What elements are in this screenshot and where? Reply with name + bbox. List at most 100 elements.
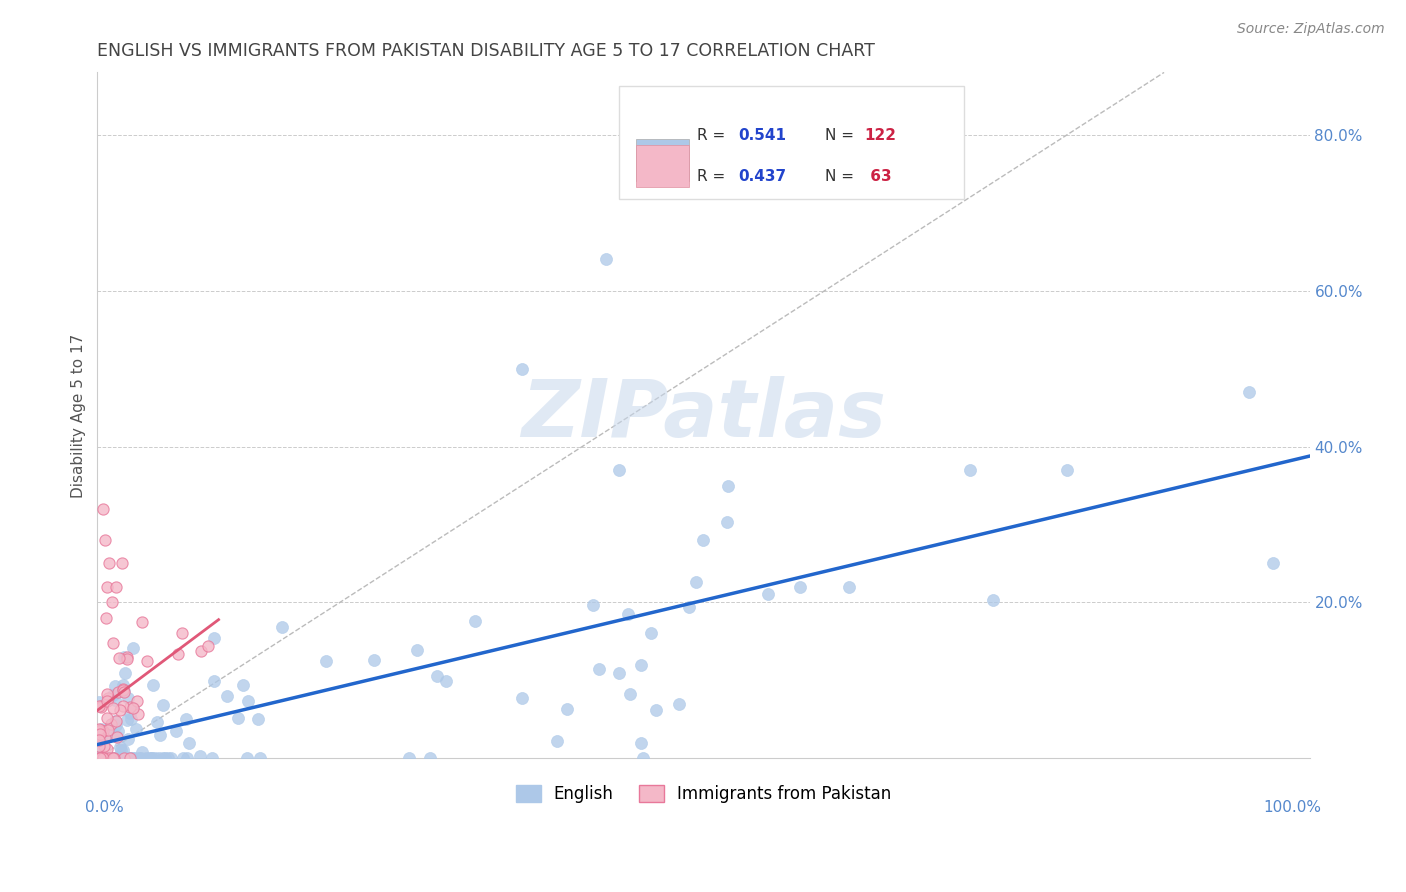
Point xyxy=(226,711,249,725)
Point xyxy=(152,750,174,764)
Point xyxy=(97,691,120,706)
Point xyxy=(98,750,121,764)
Point xyxy=(127,707,149,722)
Point xyxy=(128,750,150,764)
Point xyxy=(127,693,149,707)
Point xyxy=(115,650,138,665)
Text: 0.541: 0.541 xyxy=(738,128,786,143)
Point xyxy=(87,699,110,714)
Point xyxy=(117,690,139,705)
Point xyxy=(153,750,176,764)
Point xyxy=(165,723,187,738)
Point xyxy=(104,693,127,707)
Point xyxy=(111,699,134,714)
Point xyxy=(112,678,135,692)
Point xyxy=(101,700,124,714)
Point xyxy=(93,533,115,547)
Point xyxy=(114,665,136,680)
Point xyxy=(118,750,141,764)
Point xyxy=(510,361,533,376)
Point xyxy=(91,723,114,738)
Text: ENGLISH VS IMMIGRANTS FROM PAKISTAN DISABILITY AGE 5 TO 17 CORRELATION CHART: ENGLISH VS IMMIGRANTS FROM PAKISTAN DISA… xyxy=(97,42,875,60)
Text: 0.437: 0.437 xyxy=(738,169,787,184)
Point xyxy=(103,636,125,650)
Point xyxy=(122,700,145,714)
Point xyxy=(120,712,142,726)
Point xyxy=(138,750,160,764)
Point xyxy=(104,679,127,693)
Point xyxy=(120,750,142,764)
Point xyxy=(90,731,112,746)
Point xyxy=(315,654,337,668)
Point xyxy=(131,745,153,759)
Text: R =: R = xyxy=(697,128,731,143)
Point xyxy=(406,643,429,657)
Point xyxy=(105,729,128,743)
Point xyxy=(148,750,170,764)
Point xyxy=(118,706,141,721)
Text: Source: ZipAtlas.com: Source: ZipAtlas.com xyxy=(1237,22,1385,37)
Point xyxy=(87,739,110,753)
Text: ZIPatlas: ZIPatlas xyxy=(522,376,886,454)
Point xyxy=(103,750,125,764)
Point xyxy=(110,743,132,757)
Point xyxy=(685,574,707,589)
Point xyxy=(104,580,127,594)
Point xyxy=(93,750,115,764)
Point xyxy=(419,750,441,764)
Point xyxy=(87,723,110,737)
Point xyxy=(588,662,610,676)
Point xyxy=(87,750,110,764)
Point xyxy=(108,750,131,764)
Point xyxy=(97,750,120,764)
Point xyxy=(1237,384,1260,399)
Point xyxy=(104,714,127,728)
Point xyxy=(93,750,115,764)
Point xyxy=(668,697,690,711)
Point xyxy=(115,750,138,764)
Point xyxy=(108,650,131,665)
Point xyxy=(94,731,117,746)
Text: R =: R = xyxy=(697,169,731,184)
Point xyxy=(236,750,259,764)
Text: 0.0%: 0.0% xyxy=(86,799,124,814)
Point xyxy=(96,711,118,725)
Point xyxy=(90,723,112,737)
Point xyxy=(87,732,110,747)
Point xyxy=(595,252,617,267)
Point xyxy=(124,750,146,764)
Text: 100.0%: 100.0% xyxy=(1264,799,1322,814)
Point xyxy=(616,607,638,621)
Point xyxy=(96,750,118,764)
Point xyxy=(1263,557,1285,571)
Point xyxy=(117,731,139,746)
Point xyxy=(90,699,112,714)
Point xyxy=(172,750,194,764)
Point xyxy=(96,694,118,708)
Point xyxy=(107,724,129,739)
Point xyxy=(607,665,630,680)
Point xyxy=(157,750,180,764)
Point xyxy=(122,640,145,655)
Point xyxy=(93,739,115,753)
Point xyxy=(197,639,219,653)
Point xyxy=(87,695,110,709)
Point xyxy=(143,750,166,764)
Point xyxy=(112,750,135,764)
Point xyxy=(619,687,641,701)
Point xyxy=(89,726,111,740)
Point xyxy=(94,611,117,625)
Point xyxy=(89,750,111,764)
Point xyxy=(177,736,200,750)
Point xyxy=(107,684,129,698)
Text: 122: 122 xyxy=(865,128,897,143)
Point xyxy=(122,700,145,714)
Text: N =: N = xyxy=(825,169,859,184)
Text: 63: 63 xyxy=(865,169,891,184)
Point xyxy=(111,682,134,697)
Point xyxy=(115,750,138,764)
Point xyxy=(142,677,165,691)
Point xyxy=(104,718,127,732)
Point xyxy=(159,750,181,764)
Point xyxy=(756,587,779,601)
